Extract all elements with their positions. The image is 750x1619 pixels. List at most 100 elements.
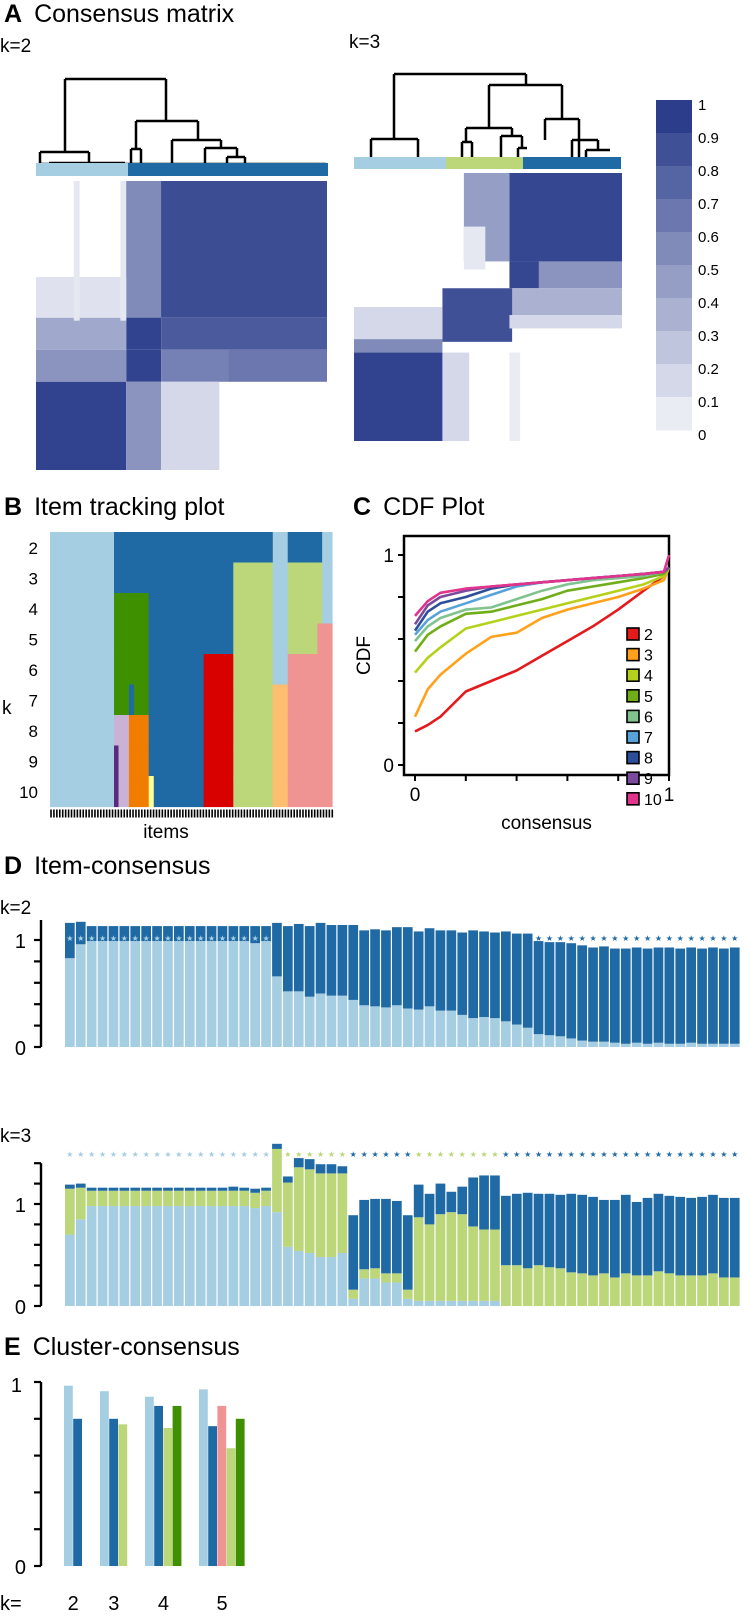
ic-bar-segment <box>261 926 271 942</box>
item-tracking-cell <box>317 745 323 777</box>
item-tracking-cell <box>233 654 274 686</box>
ic-bar-segment <box>184 941 195 1047</box>
ic-star: ★ <box>415 934 422 943</box>
cdf-legend-label: 4 <box>644 668 653 685</box>
item-tracking-cell <box>118 562 130 594</box>
ic-bar-segment <box>228 941 239 1047</box>
item-tracking-cell <box>148 532 155 564</box>
item-tracking-cell <box>233 745 274 777</box>
heatmap-k2 <box>36 181 328 470</box>
ic-bar-segment <box>446 1300 457 1306</box>
ic-bar-segment <box>424 1300 435 1306</box>
colorbar-tick-label: 0.6 <box>698 229 719 246</box>
ic-bar-segment <box>522 933 533 1028</box>
item-tracking-cell <box>118 776 130 808</box>
ic-bar-segment <box>697 948 707 1044</box>
ic-bar-segment <box>250 926 260 944</box>
ic-star: ★ <box>513 1150 520 1159</box>
cdf-legend-label: 5 <box>644 689 653 706</box>
ic-y-label: 0 <box>15 1038 26 1060</box>
ic-bar-segment <box>511 1024 522 1047</box>
item-tracking-cell <box>203 593 234 625</box>
ic-star: ★ <box>709 1150 716 1159</box>
ic-star: ★ <box>557 934 564 943</box>
cc-bar <box>73 1418 82 1566</box>
item-tracking-cell <box>153 715 205 747</box>
ic-bar-segment <box>326 1173 337 1258</box>
ic-bar-segment <box>315 1164 326 1174</box>
ic-bar-segment <box>402 1289 413 1299</box>
item-tracking-cell <box>322 745 333 777</box>
ic-bar-segment <box>272 1148 282 1213</box>
ic-star: ★ <box>437 1150 444 1159</box>
item-tracking-cell <box>50 654 115 686</box>
ic-star: ★ <box>415 1150 422 1159</box>
ic-bar-segment <box>86 1187 97 1191</box>
cc-bar <box>154 1405 163 1566</box>
item-tracking-ylabel: k <box>2 698 12 719</box>
ic-bar-segment <box>359 930 369 1006</box>
ic-bar-segment <box>75 944 86 1047</box>
item-tracking-cell <box>50 715 115 747</box>
item-tracking-k-labels: 2 3 4 5 6 7 8 9 10 <box>19 539 38 802</box>
item-tracking-cell <box>128 623 135 655</box>
ic-star: ★ <box>197 1150 204 1159</box>
ic-star: ★ <box>666 934 673 943</box>
item-tracking-cells <box>50 532 333 808</box>
item-tracking-cell <box>134 623 150 655</box>
item-tracking-cell <box>287 654 318 686</box>
ic-bar-segment <box>642 948 653 1044</box>
cdf-legend-swatch <box>626 791 640 806</box>
ic-star: ★ <box>208 934 215 943</box>
ic-bar-segment <box>566 1038 577 1047</box>
cdf-legend-swatch <box>626 627 640 641</box>
ic-bar-segment <box>392 927 402 1006</box>
ic-star: ★ <box>88 934 95 943</box>
cc-bar <box>172 1405 182 1566</box>
ic-star: ★ <box>393 934 400 943</box>
cdf-x-tick-label: 1 <box>664 785 675 806</box>
colorbar-step <box>656 298 692 332</box>
colorbar-tick-label: 0.7 <box>698 196 719 213</box>
ic-star: ★ <box>153 934 160 943</box>
ic-bar-segment <box>435 1183 446 1215</box>
ic-bar-segment <box>315 1173 326 1258</box>
ic-bar-segment <box>533 941 544 1035</box>
k3-heat-cell <box>509 261 539 289</box>
ic-bar-segment <box>555 1194 566 1269</box>
ic-star: ★ <box>698 934 705 943</box>
ic-bar-segment <box>141 1187 151 1191</box>
ic-star: ★ <box>535 1150 542 1159</box>
ic-star: ★ <box>524 934 531 943</box>
ic-star: ★ <box>546 934 553 943</box>
k-label: 4 <box>29 600 38 619</box>
ic-bar-segment <box>511 1193 522 1266</box>
ic-star: ★ <box>404 1150 411 1159</box>
cdf-legend-swatch <box>626 730 640 744</box>
item-tracking-cell <box>118 684 130 716</box>
ic-bar-segment <box>446 1212 457 1301</box>
item-tracking-cell <box>114 593 120 625</box>
k3-heat-cell <box>354 339 443 353</box>
ic-bar-segment <box>228 1186 239 1191</box>
k2-heat-cell <box>73 181 80 321</box>
ic-star: ★ <box>666 1150 673 1159</box>
ic-bar-segment <box>370 1006 380 1047</box>
ic-star: ★ <box>568 1150 575 1159</box>
ic-bar-segment <box>239 1187 250 1191</box>
item-tracking-cell <box>148 562 155 594</box>
colorbar-step <box>656 397 692 431</box>
ic-bar-segment <box>195 926 206 942</box>
ic-star: ★ <box>655 934 662 943</box>
ic-star: ★ <box>295 1150 302 1159</box>
panel-d-title: D Item-consensus <box>4 852 211 881</box>
ic-star: ★ <box>66 1150 73 1159</box>
cluster-consensus-svg: 0 1 2 3 4 5 k= <box>0 1375 245 1615</box>
item-tracking-cell <box>272 532 289 564</box>
item-tracking-cell <box>134 684 150 716</box>
ic-bar-segment <box>152 941 162 1047</box>
item-tracking-cell <box>153 623 205 655</box>
ic-star: ★ <box>579 934 586 943</box>
cc-bar <box>163 1428 173 1566</box>
k3-heat-cell <box>354 352 443 441</box>
